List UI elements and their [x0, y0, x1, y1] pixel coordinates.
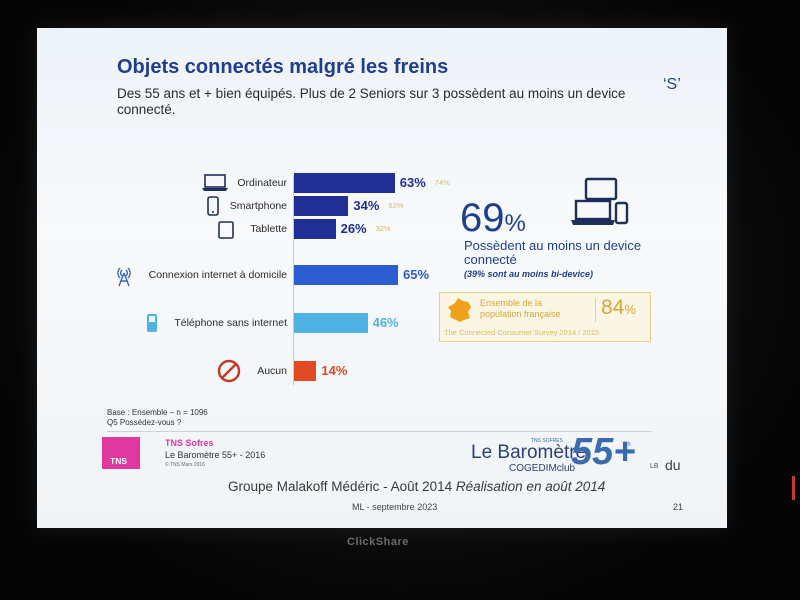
value-label: 26% [340, 221, 367, 236]
category-label: Téléphone sans internet [174, 317, 287, 329]
france-source: The Connected Consumer Survey 2014 / 201… [444, 328, 600, 337]
highlight-caption: Possèdent au moins un device connecté [464, 238, 642, 267]
tablet-icon [218, 221, 234, 239]
value-label: 63% [399, 175, 426, 190]
ml-date-footer: ML - septembre 2023 [352, 502, 438, 512]
prohibited-icon [217, 359, 241, 383]
chart-axis [293, 175, 294, 385]
highlight-note: (39% sont au moins bi-device) [464, 269, 594, 279]
page-number: 21 [673, 502, 684, 512]
barometre-logo-main: Le Baromètre [471, 442, 587, 463]
edge-red-mark [792, 476, 795, 500]
footer-stray-text-2: du [665, 457, 681, 473]
smartphone-icon [207, 196, 219, 216]
category-label: Ordinateur [237, 177, 287, 189]
value-label: 65% [403, 267, 430, 282]
presentation-slide: Objets connectés malgré les freins ‘S’ D… [37, 28, 727, 528]
laptop-icon [202, 174, 228, 191]
barometre-label: Le Baromètre 55+ - 2016 [165, 450, 266, 460]
bar [294, 173, 395, 193]
copyright-label: © TNS Mars 2016 [165, 462, 205, 468]
devices-icon [571, 177, 629, 225]
bar [294, 219, 336, 239]
comparison-label: 74% [434, 178, 450, 187]
tns-sofres-label: TNS Sofres [165, 438, 214, 448]
malakoff-caption: Groupe Malakoff Médéric - Août 2014 Réal… [228, 479, 606, 494]
bar [294, 361, 317, 381]
barometre-logo-reg: ® [627, 442, 631, 448]
highlight-percentage: 69% [460, 196, 526, 240]
value-label: 46% [372, 315, 399, 330]
bar [294, 196, 349, 216]
corner-mark: ‘S’ [663, 76, 681, 93]
france-label: Ensemble de la population française [480, 298, 561, 319]
wifi-antenna-icon [117, 267, 131, 287]
france-percentage: 84% [601, 296, 636, 319]
clickshare-brand: ClickShare [347, 536, 409, 548]
barometre-logo-55: 55+ [571, 431, 636, 473]
tns-logo: TNS [102, 437, 140, 469]
value-label: 34% [353, 198, 380, 213]
france-map-icon [448, 298, 471, 322]
slide-subtitle: Des 55 ans et + bien équipés. Plus de 2 … [117, 86, 626, 117]
category-label: Tablette [250, 223, 287, 235]
bar [294, 313, 368, 333]
bar [294, 265, 398, 285]
category-label: Smartphone [229, 200, 287, 212]
barometre-logo-top: TNS SOFRES [531, 438, 563, 444]
mobile-phone-icon [147, 314, 157, 332]
comparison-label: 62% [388, 201, 404, 210]
barometre-logo-sub: COGEDIMclub [509, 463, 576, 474]
value-label: 14% [321, 363, 348, 378]
france-comparison-box: Ensemble de la population française 84% … [439, 292, 651, 342]
footer-stray-text: LB [650, 463, 659, 470]
france-separator [595, 298, 596, 322]
category-label: Aucun [257, 365, 287, 377]
comparison-label: 32% [375, 224, 391, 233]
base-note: Base : Ensemble – n = 1096 Q5 Possédez-v… [107, 408, 208, 427]
category-label: Connexion internet à domicile [148, 269, 287, 281]
slide-title: Objets connectés malgré les freins [117, 56, 449, 78]
footer-divider [107, 431, 652, 432]
